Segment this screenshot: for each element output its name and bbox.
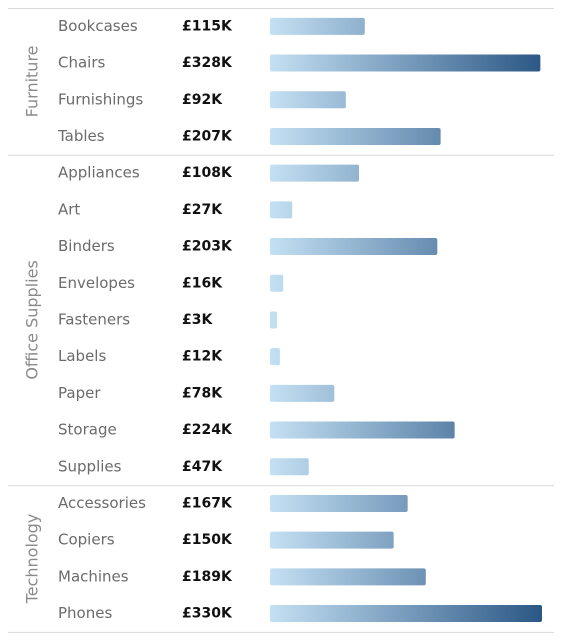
value-label: £150K bbox=[182, 532, 233, 548]
value-label: £47K bbox=[182, 459, 223, 475]
category-label: Fasteners bbox=[58, 310, 130, 328]
category-label: Tables bbox=[57, 127, 105, 145]
category-label: Phones bbox=[58, 604, 112, 622]
bar bbox=[270, 421, 455, 439]
value-label: £115K bbox=[182, 18, 233, 34]
bar bbox=[270, 311, 277, 329]
group-label: Furniture bbox=[23, 45, 42, 117]
category-label: Chairs bbox=[58, 54, 106, 72]
bar bbox=[270, 17, 365, 35]
bar bbox=[270, 274, 284, 292]
bar bbox=[270, 91, 346, 109]
category-label: Copiers bbox=[58, 531, 115, 549]
value-label: £224K bbox=[182, 422, 233, 438]
category-label: Envelopes bbox=[58, 274, 135, 292]
value-label: £16K bbox=[182, 275, 223, 291]
bar bbox=[270, 238, 438, 256]
category-label: Labels bbox=[58, 347, 106, 365]
value-label: £189K bbox=[182, 569, 233, 585]
category-label: Binders bbox=[58, 237, 115, 255]
bar bbox=[270, 348, 280, 366]
value-label: £203K bbox=[182, 239, 233, 255]
bar bbox=[270, 458, 309, 476]
value-label: £92K bbox=[182, 92, 223, 108]
value-label: £27K bbox=[182, 202, 223, 218]
category-label: Bookcases bbox=[58, 17, 138, 35]
category-label: Storage bbox=[58, 421, 117, 439]
category-label: Machines bbox=[58, 567, 129, 585]
bar bbox=[270, 54, 541, 72]
category-label: Furnishings bbox=[58, 90, 143, 108]
category-label: Art bbox=[58, 200, 80, 218]
value-label: £3K bbox=[182, 312, 213, 328]
value-label: £78K bbox=[182, 385, 223, 401]
value-label: £330K bbox=[182, 606, 233, 622]
category-label: Supplies bbox=[58, 457, 122, 475]
value-label: £207K bbox=[182, 128, 233, 144]
bar bbox=[270, 568, 426, 586]
bar bbox=[270, 494, 408, 512]
bar bbox=[270, 127, 441, 145]
bar bbox=[270, 201, 293, 219]
category-label: Paper bbox=[58, 384, 101, 402]
value-label: £108K bbox=[182, 165, 233, 181]
bar bbox=[270, 605, 542, 623]
bar bbox=[270, 164, 360, 182]
category-label: Appliances bbox=[58, 164, 140, 182]
group-label: Office Supplies bbox=[23, 260, 42, 379]
bar bbox=[270, 384, 335, 402]
value-label: £167K bbox=[182, 495, 233, 511]
group-label: Technology bbox=[23, 514, 42, 605]
category-label: Accessories bbox=[58, 494, 146, 512]
value-label: £12K bbox=[182, 349, 223, 365]
value-label: £328K bbox=[182, 55, 233, 71]
bar bbox=[270, 531, 394, 549]
